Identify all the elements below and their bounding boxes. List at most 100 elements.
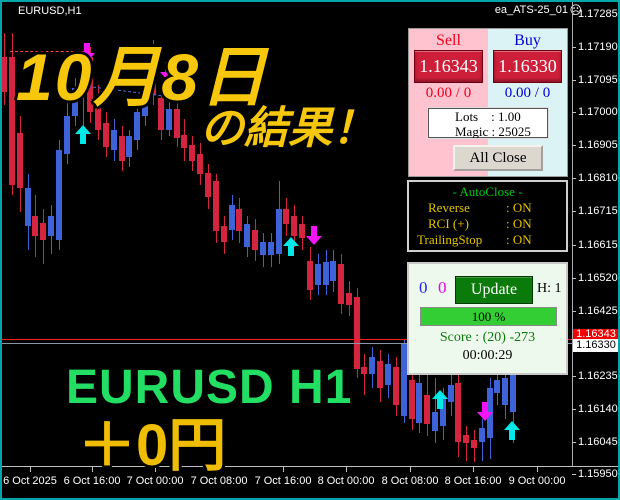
candle-up: [276, 208, 282, 254]
trade-close-marker: [174, 90, 183, 100]
candle-up: [72, 88, 78, 116]
candle-up: [440, 398, 446, 427]
time-axis-label: 9 Oct 00:00: [508, 475, 566, 487]
time-axis-label: 8 Oct 00:00: [317, 475, 375, 487]
candle-up: [268, 241, 274, 256]
candle-down: [455, 382, 461, 442]
time-axis-label: 6 Oct 16:00: [63, 475, 121, 487]
sell-signal-arrow: [477, 402, 493, 422]
sell-signal-arrow: [79, 43, 95, 63]
candle-down: [409, 379, 415, 420]
candle-up: [510, 346, 516, 413]
time-axis-tick: [473, 467, 474, 472]
candle-up: [494, 379, 500, 394]
candle-up: [64, 115, 70, 154]
arrow-stem: [165, 62, 171, 72]
price-axis-tick: [572, 441, 576, 443]
price-axis-label: 1.16810: [578, 171, 618, 184]
time-axis-label: 6 Oct 2025: [3, 475, 57, 487]
candle-down: [291, 215, 297, 237]
time-axis-label: 7 Oct 00:00: [126, 475, 184, 487]
price-axis-tick: [572, 210, 576, 212]
price-axis[interactable]: 1.17285 1.17190 1.17095 1.17000 1.16905 1.168…: [572, 2, 618, 480]
price-axis-label: 1.16045: [578, 435, 618, 448]
time-axis-separator: [2, 466, 618, 467]
price-axis-tick: [572, 46, 576, 48]
time-axis-tick: [410, 467, 411, 472]
price-axis-label: 1.16520: [578, 271, 618, 284]
candle-down: [205, 172, 211, 197]
time-axis-tick: [155, 467, 156, 472]
candle-up: [142, 84, 148, 116]
price-axis-tick: [572, 310, 576, 312]
candle-down: [40, 222, 46, 240]
sell-signal-arrow: [306, 226, 322, 246]
candle-down: [103, 122, 109, 147]
candle-up: [166, 108, 172, 130]
ask-price-badge: 1.16343: [573, 329, 619, 340]
candle-down: [181, 134, 187, 149]
arrow-head: [432, 390, 448, 399]
candle-down: [299, 224, 305, 239]
buy-button[interactable]: 1.16330: [493, 50, 562, 83]
candle-up: [111, 129, 117, 151]
overlay-date-headline: 10月8日: [16, 40, 269, 114]
candle-down: [158, 98, 164, 130]
all-close-button[interactable]: All Close: [453, 145, 543, 171]
status-top-row: 0 0 Update H: 1: [409, 276, 566, 304]
price-axis-label: 1.16905: [578, 139, 618, 152]
arrow-stem: [437, 399, 443, 409]
autoclose-row-trailingstop: TrailingStop: ON: [409, 232, 566, 248]
candle-up: [244, 224, 250, 247]
time-axis-tick: [92, 467, 93, 472]
candle-up-wick: [435, 377, 436, 444]
candle-up: [401, 343, 407, 416]
candle-up: [25, 188, 31, 227]
price-axis-tick: [572, 277, 576, 279]
price-axis-tick: [572, 79, 576, 81]
candle-up: [80, 70, 86, 92]
candle-down: [346, 293, 352, 306]
sell-button[interactable]: 1.16343: [414, 50, 483, 83]
rci-label: RCI (+): [428, 216, 469, 231]
time-axis[interactable]: 6 Oct 2025 6 Oct 16:00 7 Oct 00:00 7 Oct 08…: [0, 466, 620, 498]
candle-up-wick: [83, 53, 84, 137]
autoclose-title: - AutoClose -: [452, 184, 523, 199]
candle-down-wick: [364, 353, 365, 396]
lots-magic-box: Lots : 1.00 Magic : 25025: [427, 107, 549, 139]
arrow-stem: [311, 226, 317, 236]
progress-bar-text: 100 %: [471, 309, 506, 324]
time-axis-tick: [219, 467, 220, 472]
candle-down: [197, 153, 203, 175]
price-axis-separator: [572, 2, 573, 466]
trade-history-line: [10, 51, 84, 52]
candle-down: [189, 145, 195, 161]
arrow-stem: [482, 402, 488, 412]
candle-down: [471, 439, 477, 449]
bid-price-badge: 1.16330: [573, 339, 619, 352]
candle-down: [377, 360, 383, 389]
price-axis-tick: [572, 14, 576, 15]
candle-up: [479, 427, 485, 442]
candle-up: [260, 241, 266, 256]
candle-down: [252, 229, 258, 251]
arrow-head: [477, 412, 493, 421]
price-axis-label: 1.17095: [578, 73, 618, 86]
candle-down: [213, 181, 219, 232]
candle-up: [126, 136, 132, 158]
price-axis-label: 1.17285: [578, 8, 618, 20]
update-button[interactable]: Update: [455, 276, 533, 304]
h-period-label: H: 1: [537, 281, 562, 296]
candle-down: [236, 208, 242, 232]
trailingstop-label: TrailingStop: [417, 232, 483, 247]
arrow-head: [283, 237, 299, 246]
candle-down: [283, 208, 289, 225]
candle-up: [432, 412, 438, 432]
timer-text: 00:00:29: [462, 348, 513, 363]
arrow-stem: [84, 43, 90, 53]
time-axis-tick: [283, 467, 284, 472]
arrow-head: [306, 236, 322, 245]
trade-panel: Sell 1.16343 0.00 / 0 Buy 1.16330 0.00 /…: [408, 28, 568, 177]
candle-down: [174, 108, 180, 139]
